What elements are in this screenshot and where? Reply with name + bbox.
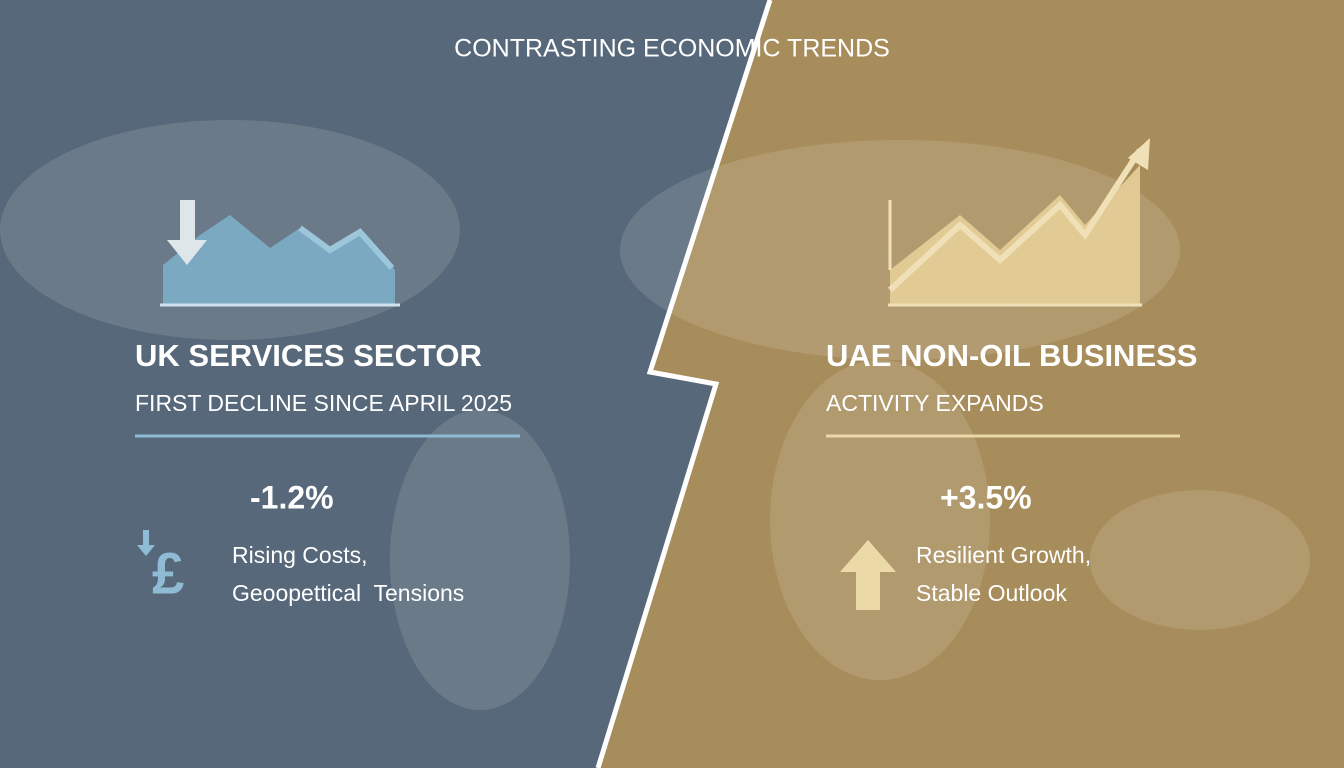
left-figure: -1.2% <box>250 479 334 515</box>
left-title: UK SERVICES SECTOR <box>135 338 482 373</box>
right-figure: +3.5% <box>940 479 1032 515</box>
left-background <box>0 0 770 768</box>
growth-icon <box>887 138 1150 307</box>
left-note: Rising Costs, <box>232 542 367 568</box>
left-subtitle: FIRST DECLINE SINCE APRIL 2025 <box>135 390 512 416</box>
small-down-arrow <box>137 530 155 556</box>
right-subtitle: ACTIVITY EXPANDS <box>826 390 1044 416</box>
right-note: Stable Outlook <box>916 580 1067 606</box>
pound-icon: £ <box>152 541 184 606</box>
decline-icon <box>160 200 400 307</box>
title: CONTRASTING ECONOMIC TRENDS <box>454 35 890 63</box>
right-title: UAE NON-OIL BUSINESS <box>826 338 1197 373</box>
divider <box>595 0 773 768</box>
left-note: Geoopettical Tensions <box>232 580 464 606</box>
up-arrow <box>840 540 896 610</box>
right-note: Resilient Growth, <box>916 542 1091 568</box>
